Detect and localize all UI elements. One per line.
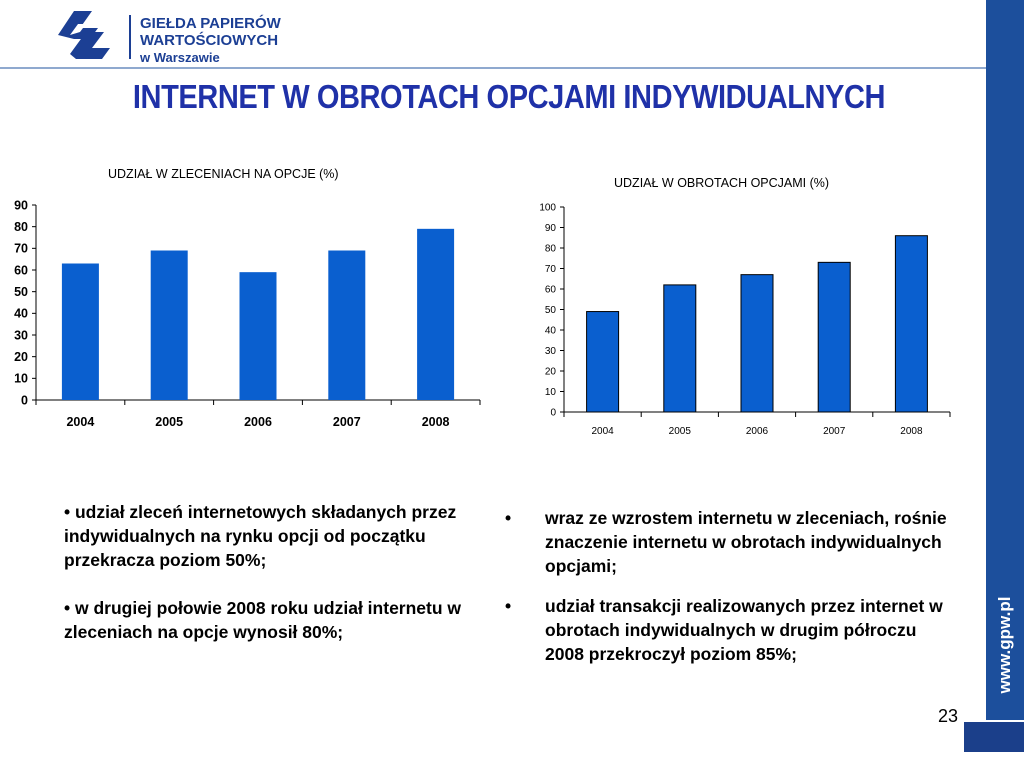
right-bullet-item: • udział transakcji realizowanych przez … [505, 594, 955, 666]
site-url: www.gpw.pl [995, 596, 1014, 694]
x-tick-label: 2005 [669, 426, 692, 437]
x-tick-label: 2004 [591, 426, 614, 437]
side-band-footer [964, 722, 1024, 752]
bar-2008 [894, 235, 928, 413]
right-bullet-list: • wraz ze wzrostem internetu w zleceniac… [505, 506, 955, 666]
x-tick-label: 2007 [823, 426, 846, 437]
y-tick-label: 10 [545, 387, 557, 398]
y-tick-label: 20 [545, 367, 557, 378]
chart-1: 0 10 20 30 40 50 60 70 80 90 2004 2005 2006 2007 2008 [14, 198, 481, 429]
bar-2004 [586, 311, 620, 413]
y-tick-label: 0 [550, 408, 556, 419]
y-tick-label: 20 [14, 350, 28, 364]
bar-2005 [150, 250, 188, 400]
header-divider [0, 67, 986, 69]
slide-title: INTERNET W OBROTACH OPCJAMI INDYWIDUALNY… [132, 78, 886, 115]
bar-2007 [328, 250, 366, 400]
bar-2004 [61, 263, 99, 400]
gpw-logo-icon [58, 11, 110, 59]
x-tick-label: 2006 [746, 426, 769, 437]
x-tick-label: 2005 [155, 415, 183, 429]
side-band [986, 0, 1024, 720]
y-tick-label: 100 [539, 203, 556, 214]
logo-line-2: WARTOŚCIOWYCH [140, 32, 279, 49]
y-tick-label: 60 [14, 263, 28, 277]
y-tick-label: 50 [545, 305, 557, 316]
right-bullet-item: • wraz ze wzrostem internetu w zleceniac… [505, 506, 955, 578]
bullet-marker: • [505, 508, 512, 528]
y-tick-label: 40 [545, 326, 557, 337]
left-bullet-list: • udział zleceń internetowych składanych… [64, 500, 484, 644]
y-tick-label: 90 [14, 198, 28, 212]
bullet-marker: • [505, 596, 512, 616]
x-tick-label: 2008 [422, 415, 450, 429]
bar-2005 [663, 284, 697, 413]
logo-line-1: GIEŁDA PAPIERÓW [140, 15, 281, 32]
y-tick-label: 80 [14, 220, 28, 234]
y-tick-label: 90 [545, 223, 557, 234]
y-tick-label: 30 [545, 346, 557, 357]
y-tick-label: 60 [545, 285, 557, 296]
y-tick-label: 80 [545, 244, 557, 255]
logo-divider [129, 15, 131, 59]
page-number: 23 [938, 706, 959, 726]
right-bullet-2: udział transakcji realizowanych przez in… [545, 596, 943, 664]
bar-2007 [817, 261, 851, 413]
y-tick-label: 70 [545, 264, 557, 275]
right-bullet-1: wraz ze wzrostem internetu w zleceniach,… [545, 508, 947, 576]
y-tick-label: 10 [14, 372, 28, 386]
bar-2006 [239, 272, 277, 400]
y-tick-label: 50 [14, 285, 28, 299]
chart-2-title: UDZIAŁ W OBROTACH OPCJAMI (%) [614, 176, 830, 190]
y-tick-label: 30 [14, 328, 28, 342]
bar-2006 [740, 274, 774, 413]
bar-2008 [417, 228, 455, 400]
y-tick-label: 40 [14, 307, 28, 321]
x-tick-label: 2006 [244, 415, 272, 429]
left-bullet-1: • udział zleceń internetowych składanych… [64, 502, 457, 570]
left-bullet-2: • w drugiej połowie 2008 roku udział int… [64, 598, 462, 642]
x-tick-label: 2008 [900, 426, 923, 437]
chart-1-title: UDZIAŁ W ZLECENIACH NA OPCJE (%) [108, 167, 339, 181]
chart-2: 0 10 20 30 40 50 60 70 80 90 100 2004 2005 2006 2007 20… [539, 203, 951, 437]
logo-wordmark: GIEŁDA PAPIERÓW WARTOŚCIOWYCH w Warszawi… [140, 15, 281, 66]
y-tick-label: 70 [14, 242, 28, 256]
x-tick-label: 2007 [333, 415, 361, 429]
y-tick-label: 0 [21, 393, 28, 407]
logo-line-3: w Warszawie [140, 50, 220, 65]
x-tick-label: 2004 [66, 415, 94, 429]
